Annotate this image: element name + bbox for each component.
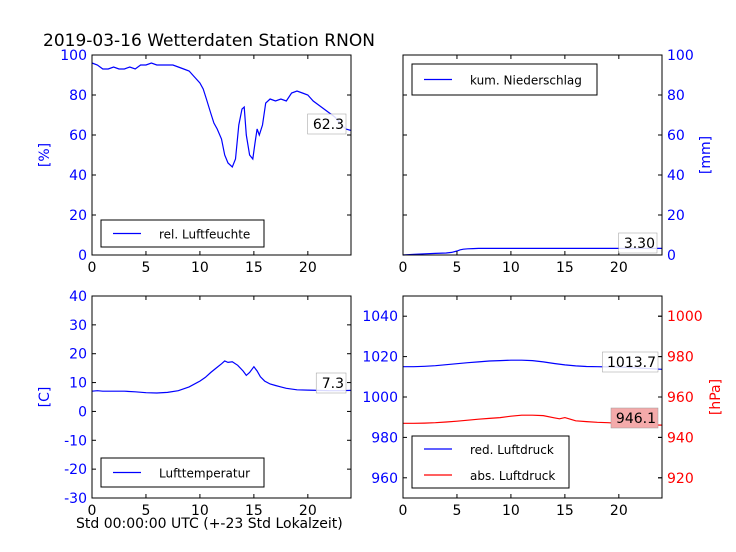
- y-right-tick-label: 940: [667, 430, 694, 446]
- series-line-precipitation-0: [402, 247, 662, 256]
- last-value-box: [315, 372, 347, 394]
- y-tick-label: 40: [667, 168, 685, 184]
- x-tick-label: 20: [299, 503, 317, 519]
- y-tick-label: 40: [69, 168, 87, 184]
- x-tick-label: 20: [610, 503, 628, 519]
- y-right-tick-label: 960: [667, 390, 694, 406]
- precipitation-panel: 0 5 10 15 20 0 20 40 60 80 100 [mm] kum. Niederschla…: [399, 48, 714, 276]
- legend: rel. Luftfeuchte: [100, 219, 265, 248]
- x-tick-label: 20: [299, 260, 317, 276]
- y-tick-label: 60: [667, 128, 685, 144]
- last-value-label: 7.3: [322, 376, 344, 392]
- legend: kum. Niederschlag: [411, 63, 598, 96]
- temperature-panel: 0 5 10 15 20 -30 -20 -10 0 10 20 30 40 [C] Lufttempera…: [37, 289, 352, 519]
- y-axis-label: [%]: [37, 143, 53, 167]
- x-tick-label: 5: [452, 260, 461, 276]
- y-tick-label: -20: [64, 462, 87, 478]
- y-tick-label: 20: [69, 208, 87, 224]
- x-tick-label: 0: [399, 260, 408, 276]
- y-tick-label: 100: [60, 48, 87, 64]
- y-tick-label: 80: [69, 88, 87, 104]
- y-axis-label: [C]: [37, 387, 53, 408]
- y-tick-label: 100: [667, 48, 694, 64]
- y-tick-label: 0: [78, 248, 87, 264]
- y-axis-label-right: [hPa]: [708, 379, 724, 415]
- last-value-box: [307, 113, 347, 135]
- last-value-box: [618, 232, 658, 254]
- last-value-label: 62.3: [313, 117, 344, 133]
- y-right-tick-label: 980: [667, 350, 694, 366]
- x-tick-label: 5: [141, 260, 150, 276]
- legend: red. Luftdruck abs. Luftdruck: [411, 435, 570, 489]
- y-tick-label: 1000: [362, 390, 398, 406]
- axes-frame: [91, 54, 352, 256]
- axes-frame: [91, 295, 352, 499]
- legend-entry-label: rel. Luftfeuchte: [159, 228, 250, 242]
- y-tick-label: 0: [78, 404, 87, 420]
- last-value-label: 946.1: [616, 411, 656, 427]
- x-tick-label: 5: [141, 503, 150, 519]
- legend-box: [411, 435, 570, 489]
- x-tick-label: 15: [556, 503, 574, 519]
- y-tick-label: 1040: [362, 309, 398, 325]
- x-tick-label: 0: [399, 503, 408, 519]
- x-tick-label: 15: [556, 260, 574, 276]
- y-tick-label: 30: [69, 318, 87, 334]
- y-tick-label: 60: [69, 128, 87, 144]
- y-tick-label: 980: [371, 430, 398, 446]
- y-tick-label: -30: [64, 491, 87, 507]
- x-axis-caption: Std 00:00:00 UTC (+-23 Std Lokalzeit): [76, 516, 343, 532]
- last-value-label: 1013.7: [607, 355, 656, 371]
- y-tick-label: -10: [64, 433, 87, 449]
- legend-entry-label: red. Luftdruck: [470, 443, 554, 457]
- x-tick-label: 10: [191, 260, 209, 276]
- x-tick-label: 10: [502, 260, 520, 276]
- x-tick-label: 10: [502, 503, 520, 519]
- y-tick-label: 960: [371, 471, 398, 487]
- x-tick-label: 5: [452, 503, 461, 519]
- x-tick-label: 0: [88, 503, 97, 519]
- legend: Lufttemperatur: [100, 457, 265, 488]
- y-axis-label: [mm]: [698, 136, 714, 174]
- y-right-tick-label: 920: [667, 471, 694, 487]
- legend-entry-label: abs. Luftdruck: [470, 469, 555, 483]
- series-line-temperature-0: [91, 360, 352, 394]
- humidity-panel: 0 5 10 15 20 0 20 40 60 80 100 [%] rel. Luftfeuchte 6…: [37, 48, 352, 276]
- y-tick-label: 0: [667, 248, 676, 264]
- y-right-tick-label: 1000: [667, 309, 703, 325]
- x-tick-label: 20: [610, 260, 628, 276]
- figure-title: 2019-03-16 Wetterdaten Station RNON: [43, 31, 375, 51]
- last-value-label: 3.30: [624, 236, 655, 252]
- last-value-box: [610, 407, 659, 429]
- y-tick-label: 80: [667, 88, 685, 104]
- x-tick-label: 0: [88, 260, 97, 276]
- y-tick-label: 20: [667, 208, 685, 224]
- legend-entry-label: kum. Niederschlag: [470, 74, 582, 88]
- y-tick-label: 10: [69, 376, 87, 392]
- last-value-box: [602, 351, 659, 373]
- series-line-humidity-0: [91, 62, 352, 169]
- x-tick-label: 15: [245, 503, 263, 519]
- y-tick-label: 40: [69, 289, 87, 305]
- pressure-panel: 0 5 10 15 20 960 980 1000 1020 1040 920 940 960 980 10…: [362, 295, 724, 519]
- y-tick-label: 1020: [362, 350, 398, 366]
- axes-frame: [402, 54, 663, 256]
- y-tick-label: 20: [69, 347, 87, 363]
- legend-entry-label: Lufttemperatur: [159, 467, 250, 481]
- x-tick-label: 15: [245, 260, 263, 276]
- x-tick-label: 10: [191, 503, 209, 519]
